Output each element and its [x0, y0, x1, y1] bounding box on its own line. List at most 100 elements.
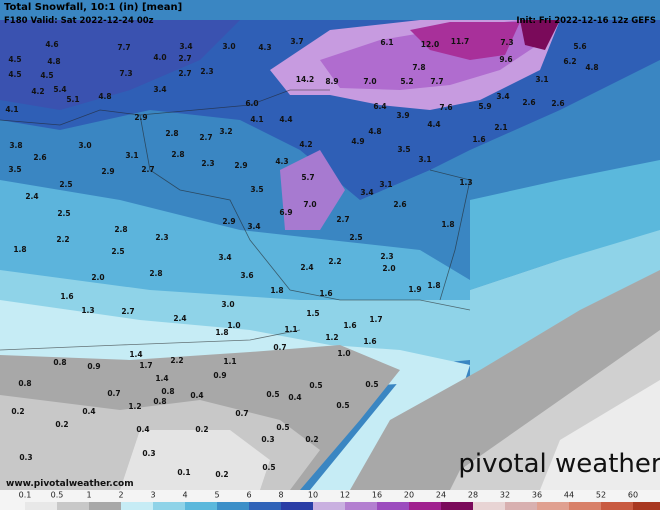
snowfall-value: 2.3 [380, 252, 393, 261]
snowfall-value: 3.0 [78, 141, 91, 150]
snowfall-value: 2.5 [349, 233, 362, 242]
colorbar-swatch [89, 502, 121, 510]
snowfall-value: 12.0 [421, 40, 440, 49]
snowfall-value: 7.0 [303, 200, 316, 209]
snowfall-value: 0.4 [82, 407, 95, 416]
colorbar-tick-label: 12 [340, 491, 350, 500]
snowfall-value: 0.5 [266, 390, 279, 399]
colorbar-swatch [281, 502, 313, 510]
snowfall-value: 3.4 [153, 85, 166, 94]
colorbar-tick-label: 32 [500, 491, 510, 500]
map-title: Total Snowfall, 10:1 (in) [mean] [4, 2, 182, 13]
snowfall-value: 2.6 [33, 153, 46, 162]
snowfall-value: 1.8 [270, 286, 283, 295]
snowfall-value: 1.0 [337, 349, 350, 358]
snowfall-value: 7.3 [119, 69, 132, 78]
snowfall-value: 4.0 [153, 53, 166, 62]
snowfall-value: 1.7 [369, 315, 382, 324]
colorbar-tick-label: 0.5 [51, 491, 64, 500]
snowfall-value: 4.5 [8, 70, 21, 79]
colorbar-swatch [473, 502, 505, 510]
snowfall-value: 2.2 [170, 356, 183, 365]
snowfall-value: 6.0 [245, 99, 258, 108]
map-background [0, 0, 660, 490]
snowfall-value: 4.3 [275, 157, 288, 166]
snowfall-value: 1.6 [60, 292, 73, 301]
snowfall-value: 3.1 [535, 75, 548, 84]
colorbar-tick-label: 1 [86, 491, 91, 500]
snowfall-value: 3.5 [397, 145, 410, 154]
snowfall-value: 0.5 [276, 423, 289, 432]
snowfall-value: 0.5 [336, 401, 349, 410]
colorbar-tick-label: 36 [532, 491, 542, 500]
snowfall-value: 0.9 [87, 362, 100, 371]
snowfall-value: 2.6 [551, 99, 564, 108]
snowfall-value: 3.0 [221, 300, 234, 309]
snowfall-value: 2.3 [201, 159, 214, 168]
snowfall-value: 6.4 [373, 102, 386, 111]
snowfall-value: 5.7 [301, 173, 314, 182]
colorbar-swatch [601, 502, 633, 510]
logo: pivotal weather [458, 449, 660, 479]
snowfall-value: 0.1 [177, 468, 190, 477]
snowfall-value: 0.8 [18, 379, 31, 388]
snowfall-value: 2.0 [382, 264, 395, 273]
snowfall-value: 2.8 [114, 225, 127, 234]
colorbar-swatch [25, 502, 57, 510]
colorbar-tick-label: 44 [564, 491, 574, 500]
snowfall-value: 0.5 [262, 463, 275, 472]
snowfall-value: 1.9 [408, 285, 421, 294]
snowfall-value: 0.7 [273, 343, 286, 352]
snowfall-value: 3.1 [418, 155, 431, 164]
snowfall-value: 3.6 [240, 271, 253, 280]
snowfall-value: 1.0 [227, 321, 240, 330]
snowfall-value: 6.2 [563, 57, 576, 66]
snowfall-value: 4.1 [5, 105, 18, 114]
snowfall-value: 3.1 [379, 180, 392, 189]
colorbar-swatch [249, 502, 281, 510]
snowfall-value: 1.8 [441, 220, 454, 229]
colorbar-swatch [313, 502, 345, 510]
colorbar-swatch [217, 502, 249, 510]
snowfall-value: 0.2 [11, 407, 24, 416]
snowfall-value: 0.3 [261, 435, 274, 444]
snowfall-value: 2.2 [56, 235, 69, 244]
snowfall-value: 3.2 [219, 127, 232, 136]
snowfall-value: 2.5 [111, 247, 124, 256]
website-url[interactable]: www.pivotalweather.com [6, 479, 134, 489]
snowfall-value: 2.8 [149, 269, 162, 278]
snowfall-value: 4.8 [98, 92, 111, 101]
snowfall-value: 2.2 [328, 257, 341, 266]
snowfall-value: 0.2 [195, 425, 208, 434]
snowfall-value: 2.3 [155, 233, 168, 242]
snowfall-value: 1.8 [13, 245, 26, 254]
snowfall-value: 3.9 [396, 111, 409, 120]
snowfall-value: 1.6 [363, 337, 376, 346]
snowfall-value: 2.9 [134, 113, 147, 122]
colorbar-swatch [121, 502, 153, 510]
snowfall-value: 0.7 [107, 389, 120, 398]
colorbar-swatch [505, 502, 537, 510]
snowfall-value: 1.2 [325, 333, 338, 342]
snowfall-value: 7.0 [363, 77, 376, 86]
colorbar-swatch [537, 502, 569, 510]
snowfall-value: 5.6 [573, 42, 586, 51]
colorbar-tick-label: 2 [118, 491, 123, 500]
snowfall-value: 2.7 [199, 133, 212, 142]
snowfall-value: 1.6 [343, 321, 356, 330]
snowfall-value: 3.1 [125, 151, 138, 160]
snowfall-value: 7.7 [430, 77, 443, 86]
snowfall-value: 2.9 [234, 161, 247, 170]
snowfall-value: 2.8 [165, 129, 178, 138]
colorbar-swatch [409, 502, 441, 510]
snowfall-value: 3.4 [218, 253, 231, 262]
snowfall-value: 3.5 [250, 185, 263, 194]
snowfall-value: 4.4 [427, 120, 440, 129]
snowfall-value: 6.1 [380, 38, 393, 47]
snowfall-value: 1.1 [223, 357, 236, 366]
snowfall-value: 2.5 [57, 209, 70, 218]
init-time: Init: Fri 2022-12-16 12z GEFS [516, 16, 656, 26]
colorbar-tick-label: 10 [308, 491, 318, 500]
snowfall-value: 2.6 [522, 98, 535, 107]
snowfall-value: 5.1 [66, 95, 79, 104]
